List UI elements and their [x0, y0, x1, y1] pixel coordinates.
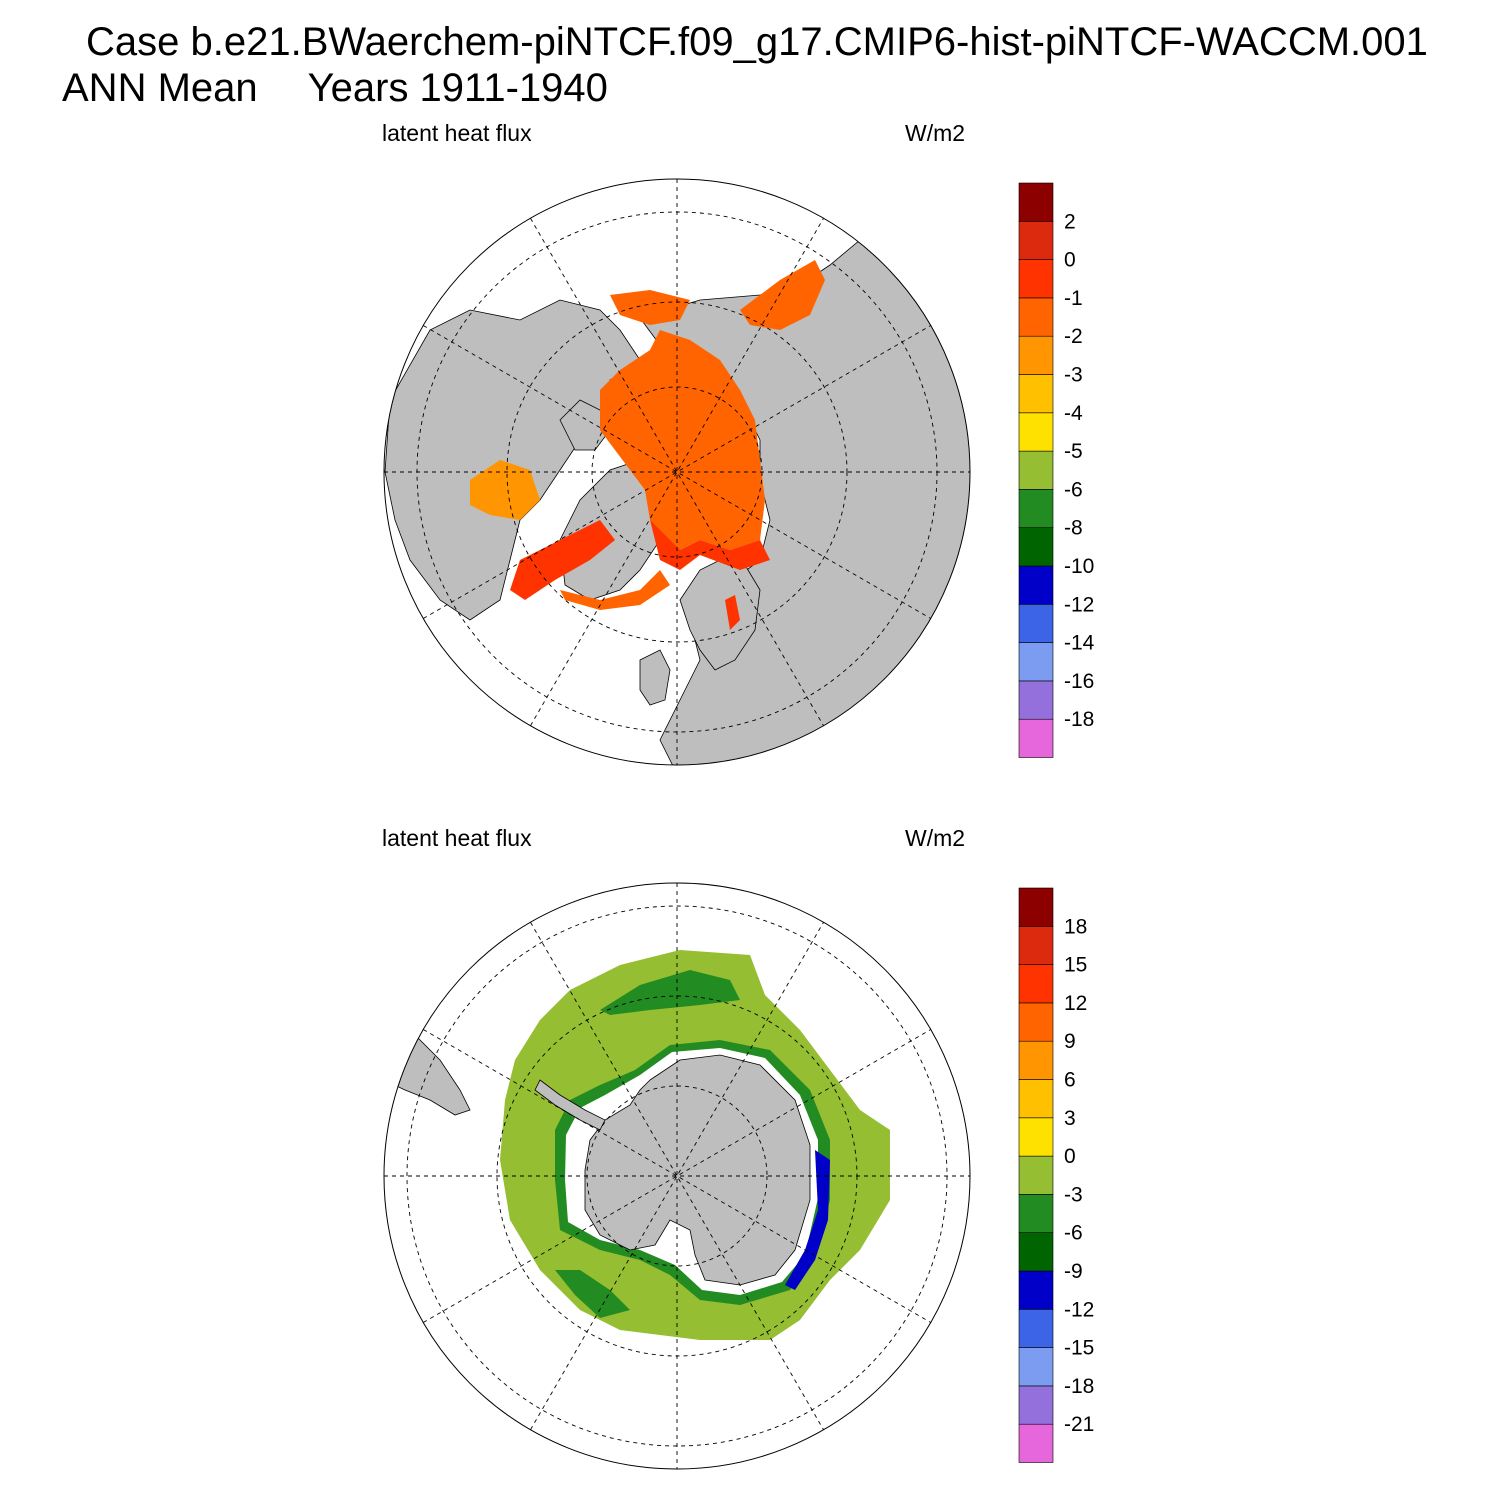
- north-land-british-isles: [639, 649, 671, 706]
- south-colorbar-tick-label: -6: [1064, 1222, 1083, 1245]
- south-colorbar-tick-label: 15: [1064, 954, 1087, 977]
- north-panel-variable: latent heat flux: [382, 120, 532, 146]
- north-field-arctic-ocean: [600, 330, 765, 550]
- south-colorbar-tick-label: 0: [1064, 1145, 1076, 1168]
- north-polar-map: [383, 178, 971, 766]
- years-label: Years 1911-1940: [307, 66, 608, 110]
- north-colorbar-swatch: [1018, 642, 1054, 682]
- south-panel-variable: latent heat flux: [382, 825, 532, 851]
- south-graticule: [384, 883, 970, 1469]
- south-colorbar-tick-label: -9: [1064, 1260, 1083, 1283]
- north-colorbar-tick-label: -14: [1064, 632, 1095, 655]
- south-colorbar-tick-label: 9: [1064, 1030, 1076, 1053]
- south-colorbar-swatch: [1018, 1385, 1054, 1425]
- north-colorbar-swatch: [1018, 335, 1054, 375]
- north-colorbar-swatch: [1018, 527, 1054, 567]
- south-polar-map: [383, 882, 971, 1470]
- north-colorbar-swatch: [1018, 603, 1054, 643]
- south-panel-units: W/m2: [905, 825, 966, 851]
- north-colorbar-tick-label: -3: [1064, 364, 1083, 387]
- season-label: ANN Mean: [62, 66, 258, 110]
- south-colorbar: 18 15 12 9 6 3 0 -3 -6 -9 -12 -15 -18 -21: [1018, 887, 1094, 1463]
- north-colorbar-tick-label: -4: [1064, 402, 1083, 425]
- south-colorbar-swatch: [1018, 1423, 1054, 1463]
- north-colorbar-swatch: [1018, 718, 1054, 758]
- north-field-arctic-margin: [650, 520, 770, 570]
- south-colorbar-swatch: [1018, 1155, 1054, 1195]
- north-graticule: [384, 179, 970, 765]
- south-colorbar-swatch: [1018, 1002, 1054, 1042]
- south-colorbar-swatch: [1018, 1079, 1054, 1119]
- north-field-hudson-bay: [470, 460, 540, 520]
- north-colorbar-tick-label: -2: [1064, 325, 1083, 348]
- north-colorbar-swatch: [1018, 182, 1054, 222]
- north-colorbar-swatch: [1018, 565, 1054, 605]
- north-field-labrador: [510, 520, 615, 600]
- south-colorbar-swatch: [1018, 1270, 1054, 1310]
- south-colorbar-tick-label: 3: [1064, 1107, 1076, 1130]
- north-colorbar-tick-label: -5: [1064, 440, 1083, 463]
- south-colorbar-tick-label: 6: [1064, 1069, 1076, 1092]
- north-colorbar-tick-label: -12: [1064, 593, 1094, 616]
- north-colorbar-tick-label: -18: [1064, 708, 1094, 731]
- north-field-greenland-coast: [560, 570, 670, 610]
- south-field-band-upper: [600, 970, 740, 1015]
- south-colorbar-swatch: [1018, 1194, 1054, 1234]
- north-colorbar-swatch: [1018, 412, 1054, 452]
- north-colorbar-tick-label: -1: [1064, 287, 1083, 310]
- south-colorbar-swatch: [1018, 925, 1054, 965]
- north-colorbar-tick-label: -16: [1064, 670, 1094, 693]
- south-colorbar-swatch: [1018, 1117, 1054, 1157]
- north-land-north-america: [384, 299, 641, 621]
- south-colorbar-swatch: [1018, 1040, 1054, 1080]
- north-colorbar-swatch: [1018, 450, 1054, 490]
- north-colorbar-tick-label: -10: [1064, 555, 1094, 578]
- south-field-band-lower: [555, 1270, 630, 1318]
- north-colorbar-swatch: [1018, 259, 1054, 299]
- north-field-baltic: [725, 595, 740, 630]
- north-field-okhotsk: [740, 260, 825, 330]
- north-colorbar: 2 0 -1 -2 -3 -4 -5 -6 -8 -10 -12 -14 -16 -18: [1018, 182, 1095, 758]
- south-field-blue-coast: [785, 1150, 830, 1290]
- south-land-antarctica: [584, 1054, 811, 1286]
- south-colorbar-swatch: [1018, 1232, 1054, 1272]
- figure-subtitle: ANN Mean Years 1911-1940: [62, 68, 608, 108]
- south-colorbar-tick-label: -3: [1064, 1183, 1083, 1206]
- north-colorbar-tick-label: -8: [1064, 517, 1083, 540]
- south-colorbar-tick-label: -18: [1064, 1375, 1094, 1398]
- north-field-bering: [610, 290, 690, 325]
- south-colorbar-swatch: [1018, 964, 1054, 1004]
- south-colorbar-tick-label: -15: [1064, 1337, 1094, 1360]
- south-colorbar-tick-label: -12: [1064, 1298, 1094, 1321]
- south-colorbar-tick-label: 18: [1064, 915, 1087, 938]
- south-colorbar-swatch: [1018, 1309, 1054, 1348]
- south-colorbar-swatch: [1018, 1347, 1054, 1387]
- north-colorbar-swatch: [1018, 221, 1054, 260]
- north-colorbar-tick-label: -6: [1064, 478, 1083, 501]
- north-land-scandinavia: [679, 559, 761, 671]
- north-colorbar-swatch: [1018, 374, 1054, 414]
- north-panel-units: W/m2: [905, 120, 966, 146]
- south-colorbar-tick-label: -21: [1064, 1413, 1094, 1436]
- north-colorbar-tick-label: 2: [1064, 210, 1076, 233]
- north-colorbar-tick-label: 0: [1064, 249, 1076, 272]
- north-colorbar-swatch: [1018, 680, 1054, 720]
- north-colorbar-swatch: [1018, 297, 1054, 337]
- south-colorbar-swatch: [1018, 887, 1054, 927]
- figure-title: Case b.e21.BWaerchem-piNTCF.f09_g17.CMIP…: [86, 20, 1428, 64]
- north-colorbar-swatch: [1018, 489, 1054, 528]
- south-colorbar-tick-label: 12: [1064, 992, 1087, 1015]
